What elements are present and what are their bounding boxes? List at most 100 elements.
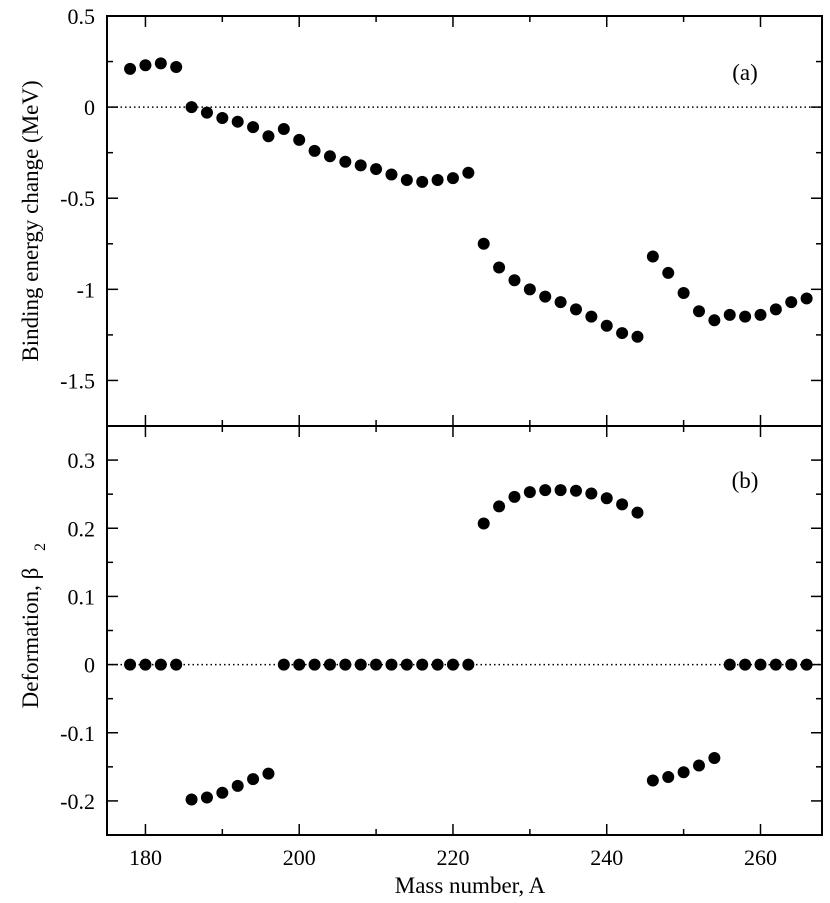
panel-a-data-point [523,283,536,296]
panel-a-data-point [446,172,459,185]
panel-b-data-point [523,486,536,499]
panel-a-y-tick-label: 0 [84,95,95,120]
panel-b-tag: (b) [732,468,759,493]
panel-b-data-point [508,490,521,503]
panel-b-data-point [616,498,629,511]
panel-b-data-point [431,658,444,671]
panel-b-y-tick-label: -0.1 [60,721,95,746]
panel-a-data-point [431,174,444,186]
panel-a-data-point [293,133,306,146]
panel-a-data-point [616,327,629,340]
panel-b-data-point [739,658,752,671]
panel-b-data-point [723,658,736,671]
panel-b-data-point [646,774,659,787]
panel-a-data-point [139,59,152,72]
panel-b-data-point [185,793,198,806]
panel-a-frame [106,15,823,427]
panel-a-data-point [585,310,598,323]
panel-a-data-point [631,330,644,343]
panel-b-data-point [154,658,167,671]
panel-a-data-point [677,286,690,299]
panel-a-y-tick-label: -0.5 [60,186,95,211]
panel-b-y-tick-label: 0.1 [68,584,96,609]
panel-b-deformation: 180 200 220 240 260 0.3 0.2 0.1 0 -0.1 -0.2 (b) De… [18,425,823,898]
panel-b-frame [106,425,823,836]
panel-a-data-point [708,314,721,327]
panel-b-y-axis-title: Deformation, β 2 [18,543,49,708]
panel-a-data-point [262,130,275,143]
panel-b-y-tick-label: -0.2 [60,789,95,814]
panel-b-y-axis-title-main: Deformation, β [18,568,43,709]
panel-a-binding-energy: 0.5 0 -0.5 -1 -1.5 (a) Binding energy change… [18,4,823,427]
panel-b-data-point [354,658,367,671]
x-tick-label: 260 [744,845,777,870]
panel-b-y-tick-label: 0.3 [68,448,96,473]
panel-a-data-point [800,292,813,305]
panel-b-data-point [308,658,321,671]
panel-b-data-point [262,767,275,780]
panel-b-y-tick-label: 0 [84,653,95,678]
panel-a-tag: (a) [732,60,758,85]
panel-a-data-point [554,296,567,309]
panel-b-data-point [247,773,260,786]
panel-a-data-point [354,159,367,172]
panel-a-y-tick-label: -1.5 [60,368,95,393]
panel-a-y-axis-title: Binding energy change (MeV) [18,80,43,361]
panel-a-data-point [493,261,506,274]
panel-a-data-point [539,290,552,303]
panel-a-data-point [170,61,183,74]
panel-a-data-point [231,115,244,128]
panel-b-data-point [462,658,475,671]
panel-b-data-point [569,484,582,497]
panel-b-data-point [754,658,767,671]
panel-a-data-point [462,166,475,179]
panel-a-data-point [124,62,137,75]
panel-a-data-point [247,121,260,134]
panel-a-data-point [785,296,798,309]
panel-a-data-point [416,175,429,188]
panel-b-data-point [385,658,398,671]
panel-b-data-point [339,658,352,671]
x-tick-label: 180 [129,845,162,870]
panel-a-data-point [370,163,383,176]
panel-b-data-point [293,658,306,671]
panel-b-y-tick-label: 0.2 [68,516,96,541]
x-axis-title: Mass number, A [395,873,546,898]
panel-a-data-point [508,274,521,287]
panel-a-data-point [754,308,767,321]
panel-b-data-point [139,658,152,671]
panel-a-data-point [200,106,213,119]
panel-a-data-point [646,250,659,263]
panel-b-data-point [446,658,459,671]
panel-a-data-point [154,57,167,70]
panel-b-data-point [539,484,552,497]
panel-b-data-point [585,487,598,500]
panel-a-data-point [385,168,398,181]
panel-b-data-point [677,766,690,779]
panel-b-data-point [216,786,229,799]
panel-a-y-tick-label: 0.5 [68,4,96,29]
panel-a-data-point [216,112,229,125]
x-tick-label: 240 [590,845,623,870]
panel-a-data-point [185,101,198,114]
x-tick-label: 200 [283,845,316,870]
panel-b-data-point [200,791,213,804]
panel-b-data-point [662,771,675,784]
panel-a-y-tick-label: -1 [77,277,95,302]
panel-b-data-point [277,658,290,671]
panel-b-data-point [370,658,383,671]
panel-b-data-point [708,751,721,764]
panel-b-data-point [477,517,490,530]
panel-b-data-point [600,492,613,505]
panel-b-data-point [231,779,244,792]
panel-b-data-point [800,658,813,671]
panel-b-y-axis-title-subscript: 2 [32,543,49,551]
panel-a-data-point [308,144,321,157]
panel-a-data-point [339,155,352,168]
panel-b-data-point [400,658,413,671]
panel-b-data-point [785,658,798,671]
x-tick-label: 220 [436,845,469,870]
panel-a-data-point [477,237,490,250]
panel-b-data-point [323,658,336,671]
panel-b-data-point [170,658,183,671]
